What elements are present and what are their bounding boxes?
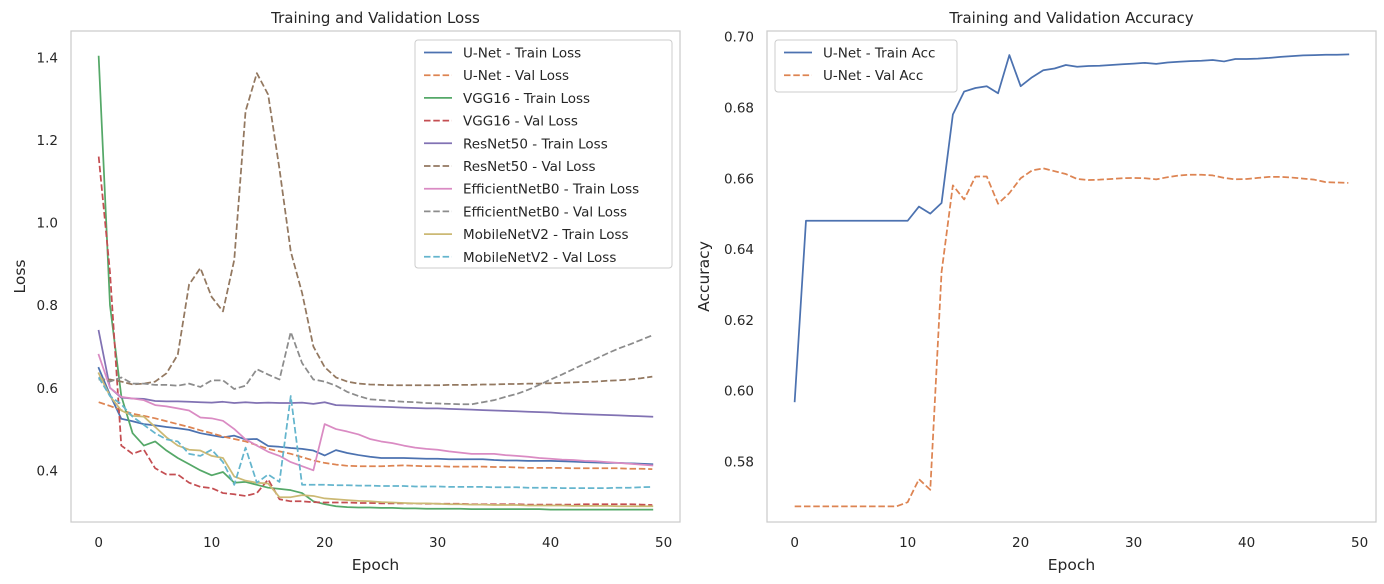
y-tick-label: 0.62 bbox=[724, 313, 754, 329]
legend-label: MobileNetV2 - Train Loss bbox=[463, 227, 629, 243]
chart-panel-2: Training and Validation Accuracy 0 10 20 30 4… bbox=[695, 9, 1377, 574]
series-line-2 bbox=[794, 167, 1349, 508]
y-tick-label: 0.6 bbox=[37, 381, 58, 397]
x-tick-label: 30 bbox=[429, 535, 446, 551]
series-line-1 bbox=[97, 366, 654, 466]
plot-area bbox=[70, 30, 681, 523]
x-tick-label: 50 bbox=[1351, 535, 1368, 551]
y-tick-label: 0.8 bbox=[37, 298, 58, 314]
x-tick-label: 50 bbox=[655, 535, 672, 551]
legend-label: U-Net - Train Acc bbox=[823, 46, 935, 62]
legend-label: ResNet50 - Train Loss bbox=[463, 136, 608, 152]
y-tick-label: 0.4 bbox=[37, 463, 58, 479]
series-line-1 bbox=[793, 53, 1350, 403]
x-tick-label: 10 bbox=[899, 535, 916, 551]
chart-panel-1: Training and Validation Loss 0 10 20 30 40 50 0… bbox=[11, 9, 681, 574]
legend: U-Net - Train Acc U-Net - Val Acc bbox=[774, 39, 958, 93]
series-line-8 bbox=[98, 331, 653, 406]
legend-box bbox=[414, 39, 673, 269]
series-line-6 bbox=[98, 72, 653, 387]
y-axis-label: Accuracy bbox=[695, 241, 713, 312]
y-tick-label: 0.58 bbox=[724, 454, 754, 470]
series-line-5 bbox=[97, 329, 654, 418]
legend-label: VGG16 - Val Loss bbox=[463, 114, 578, 130]
y-axis-label: Loss bbox=[11, 260, 29, 294]
y-tick-label: 0.68 bbox=[724, 100, 754, 116]
x-tick-label: 30 bbox=[1125, 535, 1142, 551]
y-tick-label: 0.66 bbox=[724, 171, 754, 187]
series-line-10 bbox=[97, 376, 653, 489]
series-line-2 bbox=[98, 401, 653, 470]
series-line-7 bbox=[97, 353, 654, 472]
x-axis-label: Epoch bbox=[1048, 556, 1095, 574]
plot-area bbox=[766, 30, 1377, 523]
legend-label: MobileNetV2 - Val Loss bbox=[463, 250, 616, 266]
legend-label: ResNet50 - Val Loss bbox=[463, 159, 596, 175]
x-tick-label: 20 bbox=[1012, 535, 1029, 551]
legend-label: U-Net - Val Acc bbox=[823, 68, 923, 84]
x-tick-label: 40 bbox=[542, 535, 559, 551]
y-tick-label: 1.4 bbox=[37, 50, 58, 66]
series-line-9 bbox=[97, 372, 654, 508]
y-tick-label: 0.70 bbox=[724, 30, 754, 46]
series-line-3 bbox=[97, 55, 654, 511]
y-tick-label: 0.64 bbox=[724, 242, 754, 258]
x-tick-label: 20 bbox=[316, 535, 333, 551]
x-tick-label: 0 bbox=[790, 535, 799, 551]
chart-title: Training and Validation Accuracy bbox=[948, 9, 1193, 27]
x-tick-label: 40 bbox=[1238, 535, 1255, 551]
y-tick-label: 1.0 bbox=[37, 216, 58, 232]
legend-label: VGG16 - Train Loss bbox=[463, 91, 590, 107]
legend-label: EfficientNetB0 - Val Loss bbox=[463, 204, 627, 220]
x-tick-label: 10 bbox=[203, 535, 220, 551]
legend-label: U-Net - Train Loss bbox=[463, 46, 581, 62]
legend-label: U-Net - Val Loss bbox=[463, 68, 569, 84]
y-tick-label: 1.2 bbox=[37, 133, 58, 149]
chart-title: Training and Validation Loss bbox=[270, 9, 480, 27]
legend: U-Net - Train Loss U-Net - Val Loss VGG16 … bbox=[414, 39, 673, 269]
legend-box bbox=[774, 39, 958, 93]
y-tick-label: 0.60 bbox=[724, 384, 754, 400]
x-tick-label: 0 bbox=[94, 535, 103, 551]
x-axis-label: Epoch bbox=[352, 556, 399, 574]
legend-label: EfficientNetB0 - Train Loss bbox=[463, 182, 639, 198]
